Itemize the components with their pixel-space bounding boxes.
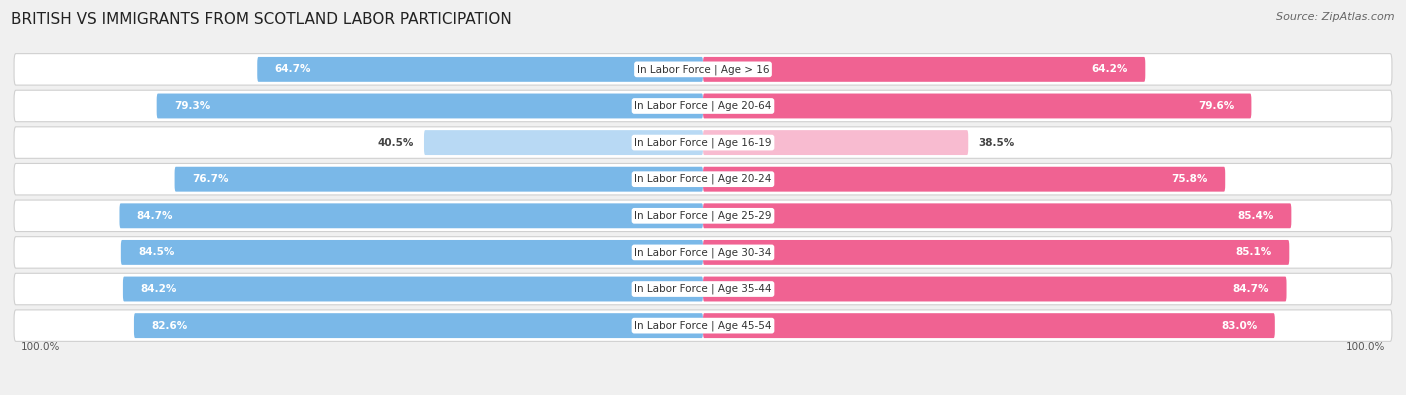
FancyBboxPatch shape [14,237,1392,268]
Text: 85.4%: 85.4% [1237,211,1274,221]
Text: 82.6%: 82.6% [152,321,187,331]
Text: In Labor Force | Age 35-44: In Labor Force | Age 35-44 [634,284,772,294]
Text: 75.8%: 75.8% [1171,174,1208,184]
FancyBboxPatch shape [14,273,1392,305]
Text: Source: ZipAtlas.com: Source: ZipAtlas.com [1277,12,1395,22]
Text: In Labor Force | Age 20-64: In Labor Force | Age 20-64 [634,101,772,111]
Text: 76.7%: 76.7% [191,174,228,184]
Text: In Labor Force | Age 25-29: In Labor Force | Age 25-29 [634,211,772,221]
FancyBboxPatch shape [257,57,703,82]
FancyBboxPatch shape [703,167,1225,192]
Text: 84.5%: 84.5% [138,247,174,258]
Text: 64.7%: 64.7% [274,64,311,74]
FancyBboxPatch shape [703,57,1146,82]
FancyBboxPatch shape [14,200,1392,231]
FancyBboxPatch shape [425,130,703,155]
Text: BRITISH VS IMMIGRANTS FROM SCOTLAND LABOR PARTICIPATION: BRITISH VS IMMIGRANTS FROM SCOTLAND LABO… [11,12,512,27]
Text: In Labor Force | Age 30-34: In Labor Force | Age 30-34 [634,247,772,258]
Text: 84.2%: 84.2% [141,284,177,294]
FancyBboxPatch shape [703,203,1291,228]
FancyBboxPatch shape [703,130,969,155]
Text: 40.5%: 40.5% [377,137,413,148]
Text: In Labor Force | Age 20-24: In Labor Force | Age 20-24 [634,174,772,184]
FancyBboxPatch shape [156,94,703,118]
FancyBboxPatch shape [174,167,703,192]
Text: 79.6%: 79.6% [1198,101,1234,111]
FancyBboxPatch shape [703,240,1289,265]
Text: 79.3%: 79.3% [174,101,209,111]
Text: 64.2%: 64.2% [1091,64,1128,74]
Text: In Labor Force | Age 45-54: In Labor Force | Age 45-54 [634,320,772,331]
FancyBboxPatch shape [703,94,1251,118]
Text: 84.7%: 84.7% [1233,284,1270,294]
FancyBboxPatch shape [703,276,1286,301]
FancyBboxPatch shape [14,90,1392,122]
Text: 100.0%: 100.0% [1346,342,1385,352]
FancyBboxPatch shape [703,313,1275,338]
Text: In Labor Force | Age > 16: In Labor Force | Age > 16 [637,64,769,75]
Text: 85.1%: 85.1% [1236,247,1272,258]
Text: 84.7%: 84.7% [136,211,173,221]
FancyBboxPatch shape [14,164,1392,195]
FancyBboxPatch shape [121,240,703,265]
Text: 100.0%: 100.0% [21,342,60,352]
Text: In Labor Force | Age 16-19: In Labor Force | Age 16-19 [634,137,772,148]
FancyBboxPatch shape [120,203,703,228]
Text: 83.0%: 83.0% [1222,321,1257,331]
Text: 38.5%: 38.5% [979,137,1015,148]
FancyBboxPatch shape [14,310,1392,341]
FancyBboxPatch shape [14,127,1392,158]
FancyBboxPatch shape [134,313,703,338]
FancyBboxPatch shape [122,276,703,301]
FancyBboxPatch shape [14,54,1392,85]
